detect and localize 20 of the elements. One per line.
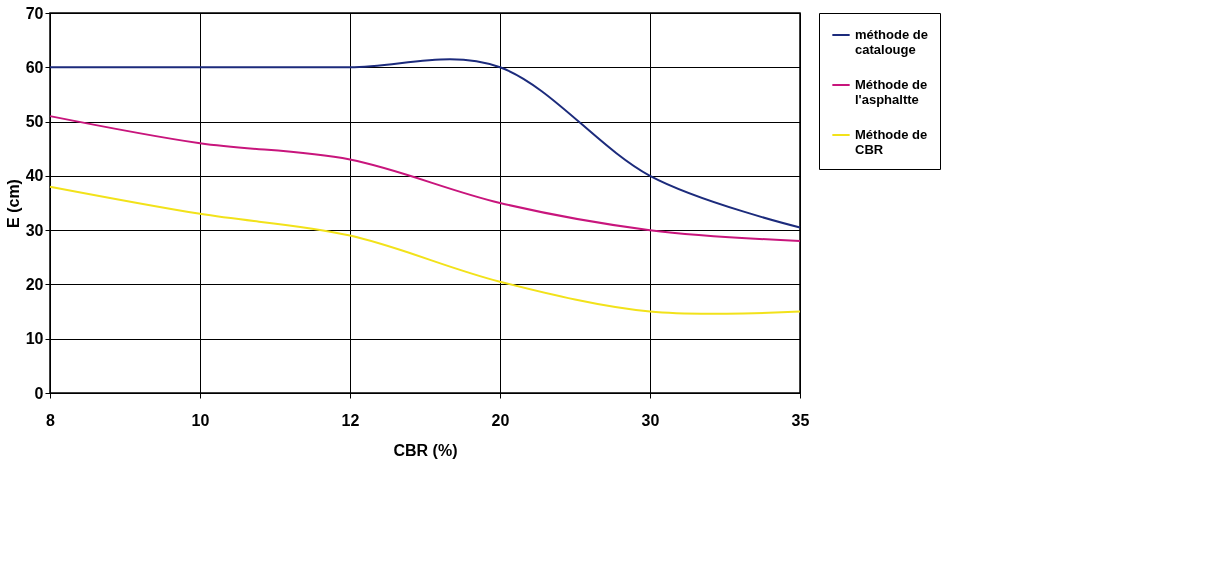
y-tick-label: 40	[25, 167, 44, 185]
y-tick-label: 10	[25, 330, 44, 348]
y-tick-label: 50	[25, 113, 44, 131]
x-tick-label: 35	[791, 411, 810, 429]
legend-label: Méthode de l'asphaltte	[855, 77, 928, 107]
y-tick-label: 30	[25, 221, 44, 239]
y-tick-label: 20	[25, 275, 44, 293]
legend-label: Méthode de CBR	[855, 127, 928, 157]
x-tick-label: 10	[191, 411, 210, 429]
legend-label: méthode de catalouge	[855, 27, 928, 57]
x-tick-label: 30	[641, 411, 660, 429]
y-tick-label: 60	[25, 58, 44, 76]
x-tick-label: 12	[341, 411, 360, 429]
x-axis-title: CBR (%)	[393, 441, 458, 459]
y-tick-label: 70	[25, 4, 44, 22]
line-series	[49, 115, 801, 242]
y-tick-label: 0	[34, 384, 44, 402]
y-axis-title: E (cm)	[4, 179, 22, 228]
x-tick-label: 8	[46, 411, 56, 429]
x-tick-label: 20	[491, 411, 510, 429]
